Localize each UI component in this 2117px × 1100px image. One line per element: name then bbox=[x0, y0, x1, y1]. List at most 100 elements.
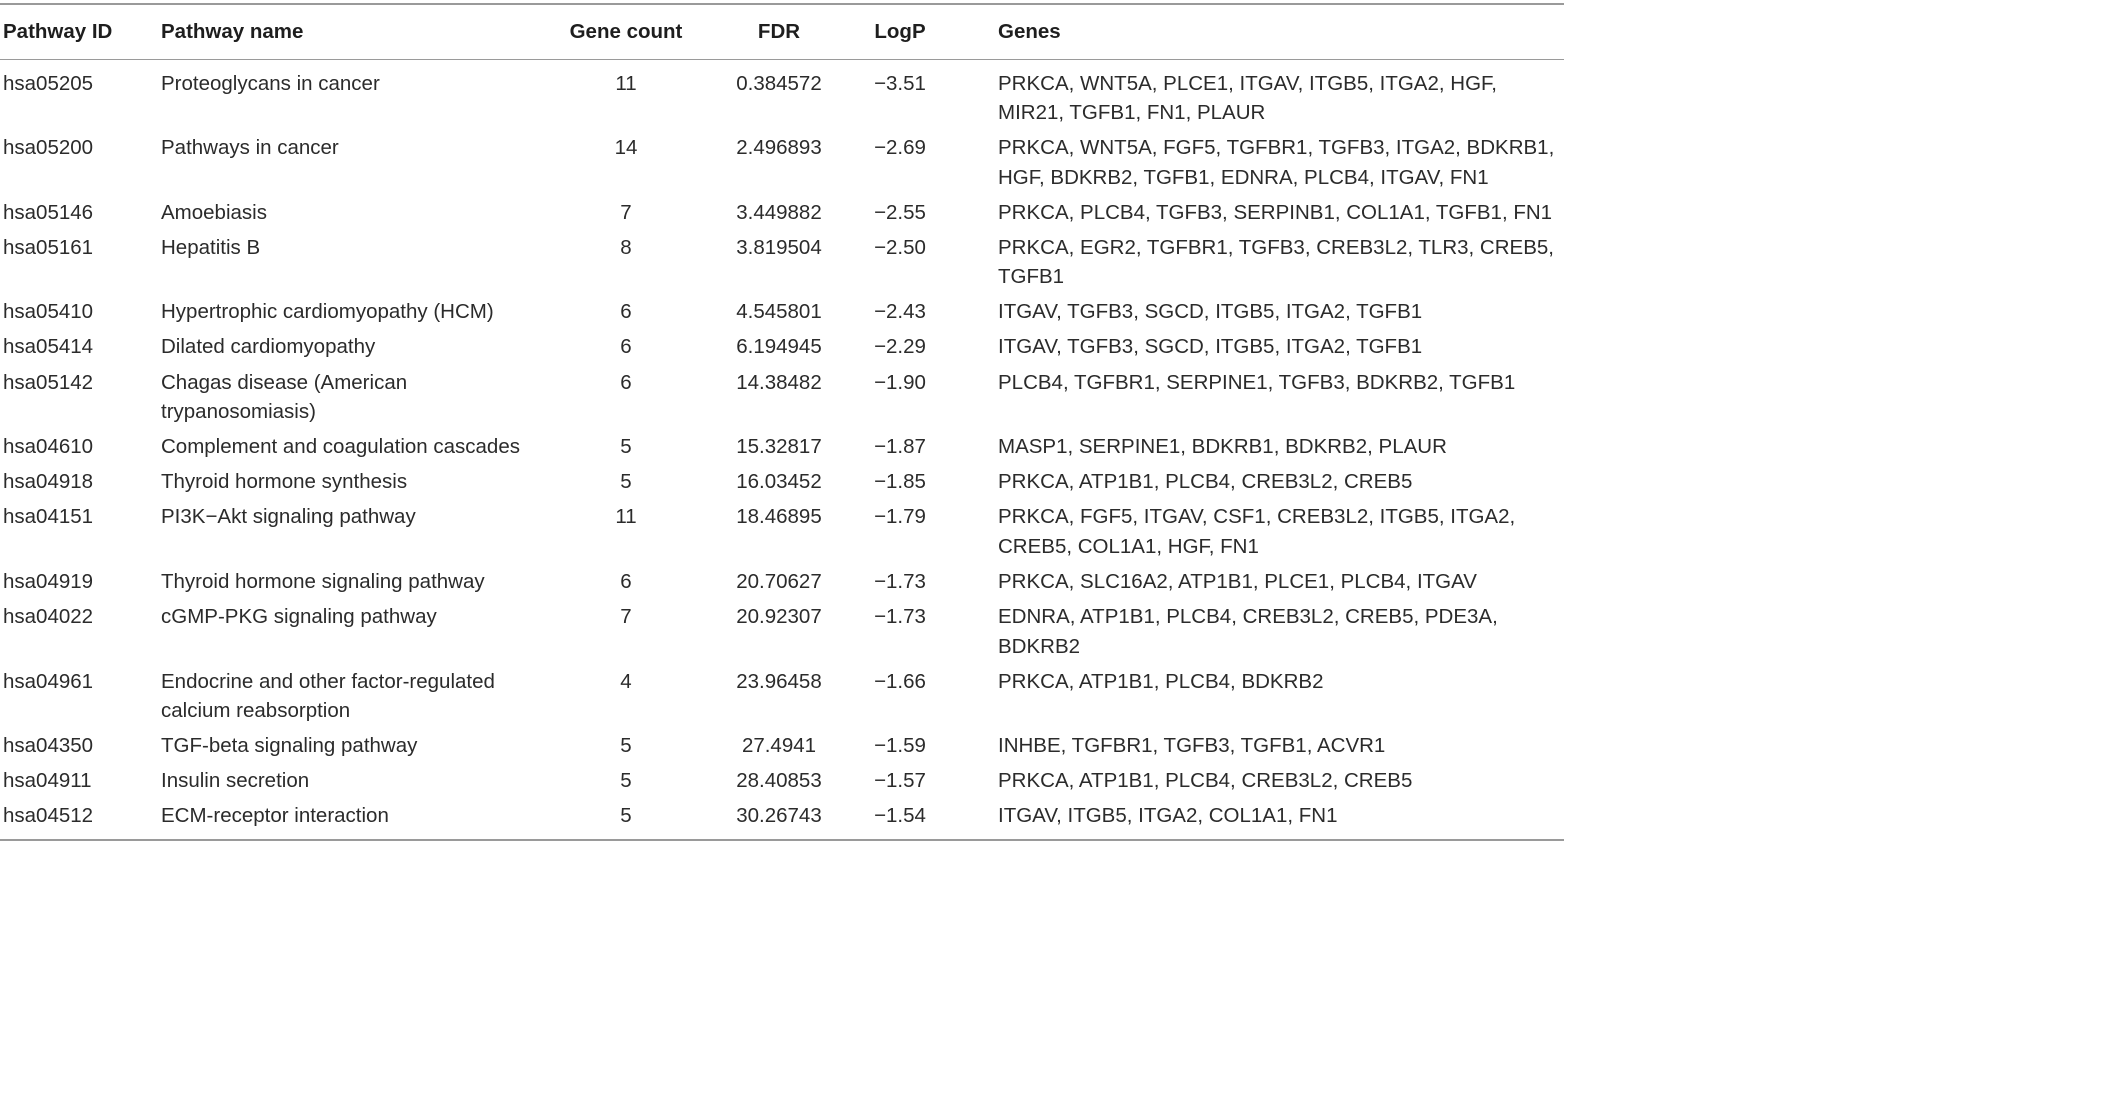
cell-fdr: 3.449882 bbox=[736, 200, 822, 224]
cell-genes: PRKCA, EGR2, TGFBR1, TGFB3, CREB3L2, TLR… bbox=[998, 235, 1554, 289]
cell-logp: −1.87 bbox=[874, 435, 926, 459]
cell-logp: −2.43 bbox=[874, 300, 926, 324]
cell-genes: PRKCA, PLCB4, TGFB3, SERPINB1, COL1A1, T… bbox=[998, 200, 1553, 224]
cell-gene-count: 5 bbox=[620, 769, 632, 793]
cell-genes: PRKCA, ATP1B1, PLCB4, CREB3L2, CREB5 bbox=[998, 769, 1413, 793]
cell-fdr: 6.194945 bbox=[736, 335, 822, 359]
cell-pathway-id: hsa05146 bbox=[3, 200, 94, 224]
cell-gene-count: 14 bbox=[614, 136, 638, 160]
cell-gene-count: 8 bbox=[620, 235, 632, 259]
cell-fdr: 3.819504 bbox=[736, 235, 822, 259]
cell-fdr: 18.46895 bbox=[736, 505, 822, 529]
cell-logp: −1.54 bbox=[874, 804, 926, 828]
cell-logp: −1.73 bbox=[874, 569, 926, 593]
cell-fdr: 0.384572 bbox=[736, 71, 822, 95]
table-row: hsa04919 Thyroid hormone signaling pathwa… bbox=[0, 564, 1564, 599]
cell-pathway-name: cGMP-PKG signaling pathway bbox=[161, 605, 437, 629]
table-row: hsa04512 ECM-receptor interaction 5 30.2674… bbox=[0, 799, 1564, 840]
cell-genes: PLCB4, TGFBR1, SERPINE1, TGFB3, BDKRB2, … bbox=[998, 370, 1516, 394]
cell-pathway-id: hsa04610 bbox=[3, 435, 94, 459]
cell-pathway-id: hsa05410 bbox=[3, 300, 94, 324]
pathway-table: Pathway ID Pathway name Gene count FDR L… bbox=[0, 3, 1564, 841]
cell-pathway-name: ECM-receptor interaction bbox=[161, 804, 389, 828]
cell-logp: −1.85 bbox=[874, 470, 926, 494]
cell-pathway-name: Thyroid hormone signaling pathway bbox=[161, 569, 485, 593]
cell-genes: PRKCA, WNT5A, PLCE1, ITGAV, ITGB5, ITGA2… bbox=[998, 71, 1497, 125]
cell-pathway-id: hsa05142 bbox=[3, 370, 94, 394]
table-row: hsa04911 Insulin secretion 5 28.40853 −1.57 P… bbox=[0, 764, 1564, 799]
header-gene-count: Gene count bbox=[569, 20, 683, 43]
cell-pathway-id: hsa04022 bbox=[3, 605, 94, 629]
cell-pathway-name: TGF-beta signaling pathway bbox=[161, 734, 418, 758]
table-row: hsa05142 Chagas disease (American trypano… bbox=[0, 365, 1564, 430]
cell-pathway-name: Amoebiasis bbox=[161, 200, 267, 224]
page: Pathway ID Pathway name Gene count FDR L… bbox=[0, 4, 1564, 840]
cell-gene-count: 5 bbox=[620, 804, 632, 828]
cell-logp: −1.66 bbox=[874, 669, 926, 693]
table-row: hsa04022 cGMP-PKG signaling pathway 7 20.92… bbox=[0, 599, 1564, 664]
cell-gene-count: 6 bbox=[620, 335, 632, 359]
cell-pathway-name: Complement and coagulation cascades bbox=[161, 435, 520, 459]
cell-genes: ITGAV, TGFB3, SGCD, ITGB5, ITGA2, TGFB1 bbox=[998, 300, 1423, 324]
cell-pathway-name: Hepatitis B bbox=[161, 235, 261, 259]
cell-logp: −1.79 bbox=[874, 505, 926, 529]
cell-pathway-id: hsa04350 bbox=[3, 734, 94, 758]
cell-fdr: 4.545801 bbox=[736, 300, 822, 324]
cell-logp: −2.50 bbox=[874, 235, 926, 259]
header-pathway-id: Pathway ID bbox=[3, 20, 113, 43]
cell-fdr: 30.26743 bbox=[736, 804, 822, 828]
cell-pathway-name: Endocrine and other factor-regulated cal… bbox=[161, 669, 495, 723]
cell-pathway-id: hsa04918 bbox=[3, 470, 94, 494]
cell-fdr: 15.32817 bbox=[736, 435, 822, 459]
cell-logp: −2.55 bbox=[874, 200, 926, 224]
cell-genes: PRKCA, WNT5A, FGF5, TGFBR1, TGFB3, ITGA2… bbox=[998, 136, 1555, 189]
cell-fdr: 14.38482 bbox=[736, 370, 822, 394]
cell-pathway-id: hsa04919 bbox=[3, 569, 94, 593]
table-row: hsa05200 Pathways in cancer 14 2.496893 −2.6… bbox=[0, 130, 1564, 195]
cell-genes: PRKCA, ATP1B1, PLCB4, CREB3L2, CREB5 bbox=[998, 470, 1413, 494]
table-row: hsa04151 PI3K−Akt signaling pathway 11 18.4… bbox=[0, 500, 1564, 565]
cell-pathway-id: hsa05161 bbox=[3, 235, 94, 259]
cell-fdr: 16.03452 bbox=[736, 470, 822, 494]
cell-gene-count: 4 bbox=[620, 669, 632, 693]
cell-logp: −3.51 bbox=[874, 71, 926, 95]
cell-gene-count: 5 bbox=[620, 435, 632, 459]
cell-pathway-name: Thyroid hormone synthesis bbox=[161, 470, 408, 494]
cell-logp: −2.69 bbox=[874, 136, 926, 160]
cell-pathway-id: hsa04512 bbox=[3, 804, 94, 828]
cell-genes: PRKCA, SLC16A2, ATP1B1, PLCE1, PLCB4, IT… bbox=[998, 569, 1477, 593]
header-logp: LogP bbox=[874, 20, 926, 43]
cell-gene-count: 6 bbox=[620, 300, 632, 324]
cell-pathway-name: Proteoglycans in cancer bbox=[161, 71, 380, 95]
cell-genes: EDNRA, ATP1B1, PLCB4, CREB3L2, CREB5, PD… bbox=[998, 605, 1498, 658]
cell-fdr: 20.92307 bbox=[736, 605, 822, 629]
cell-logp: −1.90 bbox=[874, 370, 926, 394]
table-header: Pathway ID Pathway name Gene count FDR L… bbox=[0, 4, 1564, 59]
header-pathway-name: Pathway name bbox=[161, 20, 304, 43]
cell-genes: ITGAV, ITGB5, ITGA2, COL1A1, FN1 bbox=[998, 804, 1338, 828]
table-row: hsa05410 Hypertrophic cardiomyopathy (HCM… bbox=[0, 295, 1564, 330]
table-row: hsa04350 TGF-beta signaling pathway 5 27.49… bbox=[0, 728, 1564, 763]
table-row: hsa04610 Complement and coagulation casca… bbox=[0, 429, 1564, 464]
cell-genes: PRKCA, ATP1B1, PLCB4, BDKRB2 bbox=[998, 669, 1324, 693]
cell-gene-count: 11 bbox=[615, 505, 637, 529]
header-genes: Genes bbox=[998, 20, 1061, 43]
cell-fdr: 23.96458 bbox=[736, 669, 822, 693]
cell-pathway-id: hsa05200 bbox=[3, 136, 94, 160]
cell-genes: PRKCA, FGF5, ITGAV, CSF1, CREB3L2, ITGB5… bbox=[998, 505, 1516, 558]
cell-fdr: 28.40853 bbox=[736, 769, 822, 793]
table-row: hsa05146 Amoebiasis 7 3.449882 −2.55 PRKCA, P… bbox=[0, 195, 1564, 230]
cell-pathway-name: Insulin secretion bbox=[161, 769, 310, 793]
cell-pathway-id: hsa05414 bbox=[3, 335, 94, 359]
header-fdr: FDR bbox=[757, 20, 801, 43]
cell-genes: INHBE, TGFBR1, TGFB3, TGFB1, ACVR1 bbox=[998, 734, 1386, 758]
cell-genes: ITGAV, TGFB3, SGCD, ITGB5, ITGA2, TGFB1 bbox=[998, 335, 1423, 359]
cell-gene-count: 7 bbox=[620, 605, 632, 629]
cell-genes: MASP1, SERPINE1, BDKRB1, BDKRB2, PLAUR bbox=[998, 435, 1447, 459]
table-row: hsa05205 Proteoglycans in cancer 11 0.38457… bbox=[0, 59, 1564, 130]
cell-pathway-id: hsa04961 bbox=[3, 669, 94, 693]
cell-gene-count: 7 bbox=[620, 200, 632, 224]
cell-pathway-name: Chagas disease (American trypanosomiasis… bbox=[161, 370, 408, 424]
table-row: hsa04961 Endocrine and other factor-regul… bbox=[0, 664, 1564, 729]
cell-gene-count: 11 bbox=[615, 71, 637, 95]
